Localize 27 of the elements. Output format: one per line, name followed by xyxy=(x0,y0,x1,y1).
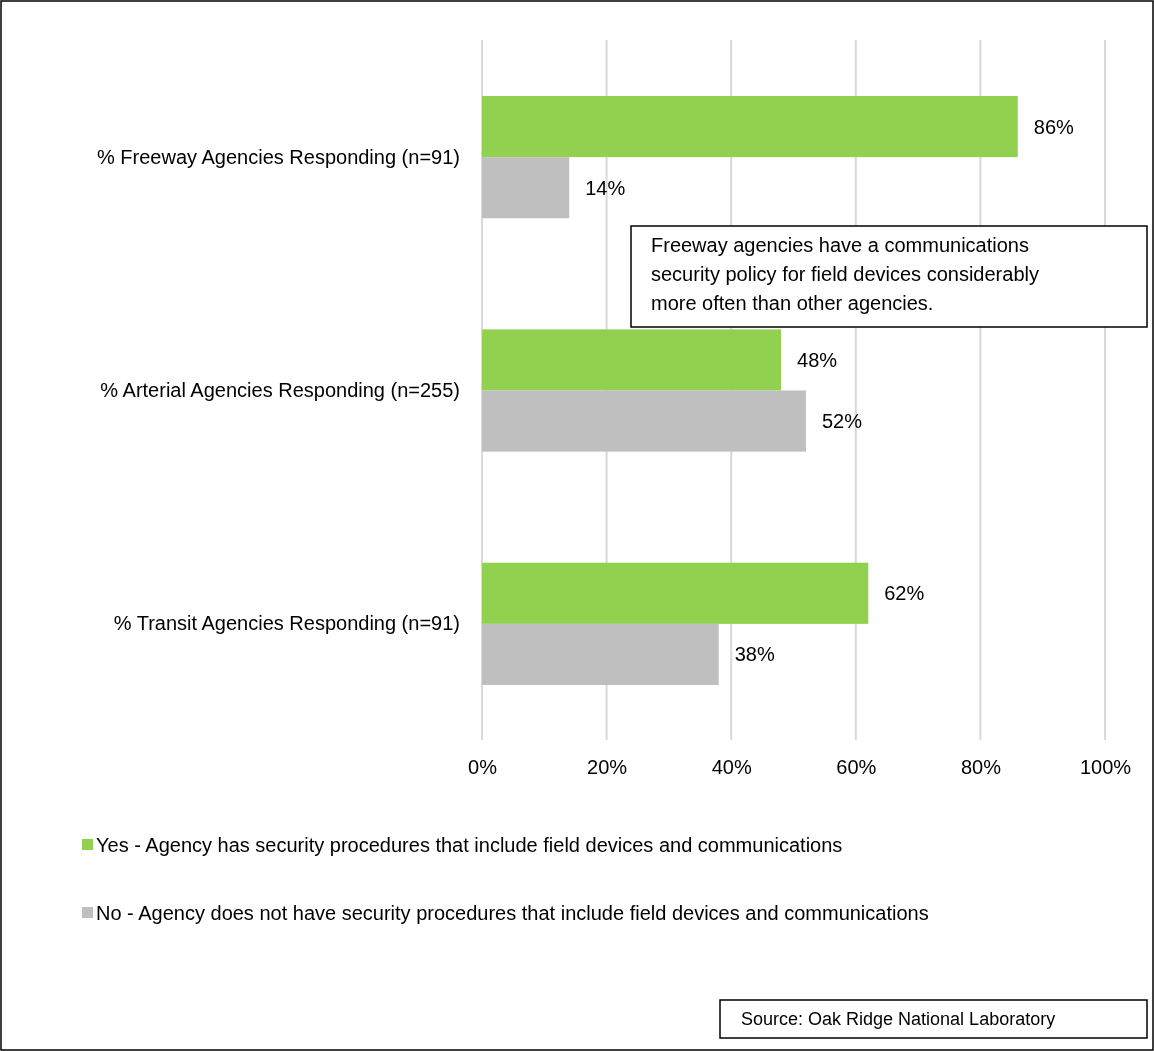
y-tick-label: % Arterial Agencies Responding (n=255) xyxy=(100,378,460,401)
bar xyxy=(482,157,570,219)
source-box: Source: Oak Ridge National Laboratory xyxy=(719,999,1148,1039)
x-tick-label: 40% xyxy=(711,756,752,779)
y-tick-label: % Transit Agencies Responding (n=91) xyxy=(113,612,460,635)
data-label: 38% xyxy=(734,643,775,666)
x-tick-label: 0% xyxy=(468,756,498,779)
legend-label: Yes - Agency has security procedures that include field devices and communications xyxy=(96,834,843,856)
bar xyxy=(482,562,869,624)
data-label: 48% xyxy=(797,348,838,371)
x-tick-label: 100% xyxy=(1079,756,1132,779)
y-tick-label: % Freeway Agencies Responding (n=91) xyxy=(97,145,460,168)
bar xyxy=(482,623,719,685)
x-tick-label: 20% xyxy=(587,756,628,779)
data-label: 86% xyxy=(1033,115,1075,138)
data-label: 62% xyxy=(884,582,925,605)
data-label: 52% xyxy=(821,410,863,433)
bar xyxy=(482,390,806,452)
legend-label: No - Agency does not have security procedures that include field devices and communications xyxy=(96,902,929,924)
data-label: 14% xyxy=(585,176,626,199)
bar xyxy=(482,329,782,391)
x-tick-label: 80% xyxy=(960,756,1002,779)
x-tick-label: 60% xyxy=(836,756,877,779)
source-note: Source: Oak Ridge National Laboratory xyxy=(741,1009,1056,1030)
note-box: Freeway agencies have a communications security policy for field devices considerably more often than other agencies. xyxy=(630,225,1148,328)
bar xyxy=(482,96,1018,158)
annotation: Freeway agencies have a communications security policy for field devices considerably more often than other agencies. xyxy=(651,234,1039,314)
